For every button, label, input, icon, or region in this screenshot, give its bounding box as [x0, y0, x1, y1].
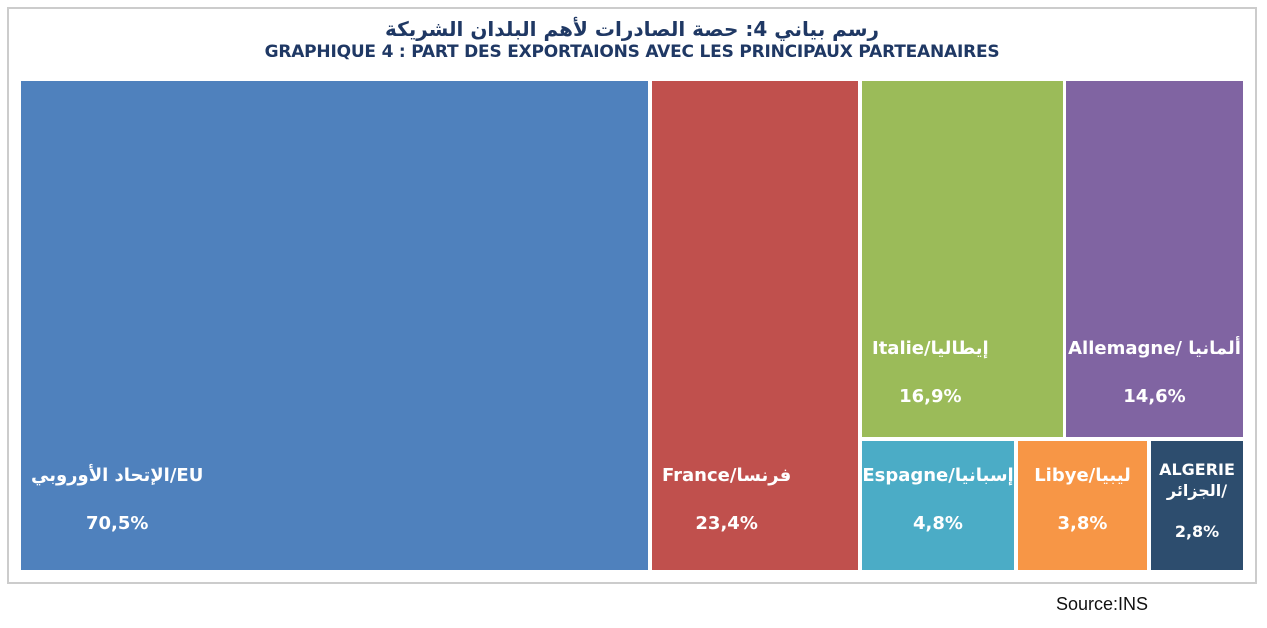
treemap-tile-france: France/فرنسا 23,4%	[652, 81, 858, 570]
tile-value-espagne: 4,8%	[913, 513, 963, 535]
tile-value-france: 23,4%	[695, 513, 758, 535]
treemap-chart: الإتحاد الأوروبي/EU 70,5% France/فرنسا 2…	[21, 81, 1243, 570]
treemap-tile-espagne: Espagne/إسبانيا 4,8%	[862, 441, 1014, 570]
tile-name-italie: Italie/إيطاليا	[872, 337, 989, 359]
chart-title-arabic: رسم بياني 4: حصة الصادرات لأهم البلدان ا…	[384, 17, 880, 41]
chart-title-french: GRAPHIQUE 4 : PART DES EXPORTAIONS AVEC …	[264, 42, 1000, 62]
tile-label-espagne: Espagne/إسبانيا 4,8%	[862, 439, 1013, 560]
treemap-tile-eu: الإتحاد الأوروبي/EU 70,5%	[21, 81, 648, 570]
tile-value-italie: 16,9%	[899, 386, 962, 408]
tile-value-algerie: 2,8%	[1174, 522, 1220, 542]
tile-name-france: France/فرنسا	[662, 464, 792, 486]
tile-value-allemagne: 14,6%	[1123, 386, 1186, 408]
tile-name-espagne: Espagne/إسبانيا	[862, 464, 1014, 486]
tile-label-allemagne: Allemagne/ ألمانيا 14,6%	[1068, 312, 1241, 433]
tile-label-eu: الإتحاد الأوروبي/EU 70,5%	[31, 439, 203, 560]
tile-label-france: France/فرنسا 23,4%	[662, 439, 791, 560]
tile-label-algerie: ALGERIE الجزائر/ 2,8%	[1159, 439, 1235, 564]
tile-label-libye: Libye/ليبيا 3,8%	[1034, 439, 1131, 560]
treemap-tile-algerie: ALGERIE الجزائر/ 2,8%	[1151, 441, 1243, 570]
tile-name-algerie: ALGERIE الجزائر/	[1159, 460, 1235, 500]
treemap-tile-italie: Italie/إيطاليا 16,9%	[862, 81, 1063, 437]
source-caption: Source:INS	[1056, 594, 1149, 614]
treemap-tile-allemagne: Allemagne/ ألمانيا 14,6%	[1066, 81, 1243, 437]
chart-frame: رسم بياني 4: حصة الصادرات لأهم البلدان ا…	[7, 7, 1257, 584]
treemap-tile-libye: Libye/ليبيا 3,8%	[1018, 441, 1147, 570]
tile-value-eu: 70,5%	[85, 513, 149, 535]
tile-name-eu: الإتحاد الأوروبي/EU	[31, 464, 204, 486]
tile-name-allemagne: Allemagne/ ألمانيا	[1068, 337, 1241, 359]
tile-name-libye: Libye/ليبيا	[1034, 464, 1131, 486]
tile-value-libye: 3,8%	[1057, 513, 1108, 535]
tile-label-italie: Italie/إيطاليا 16,9%	[872, 312, 989, 433]
